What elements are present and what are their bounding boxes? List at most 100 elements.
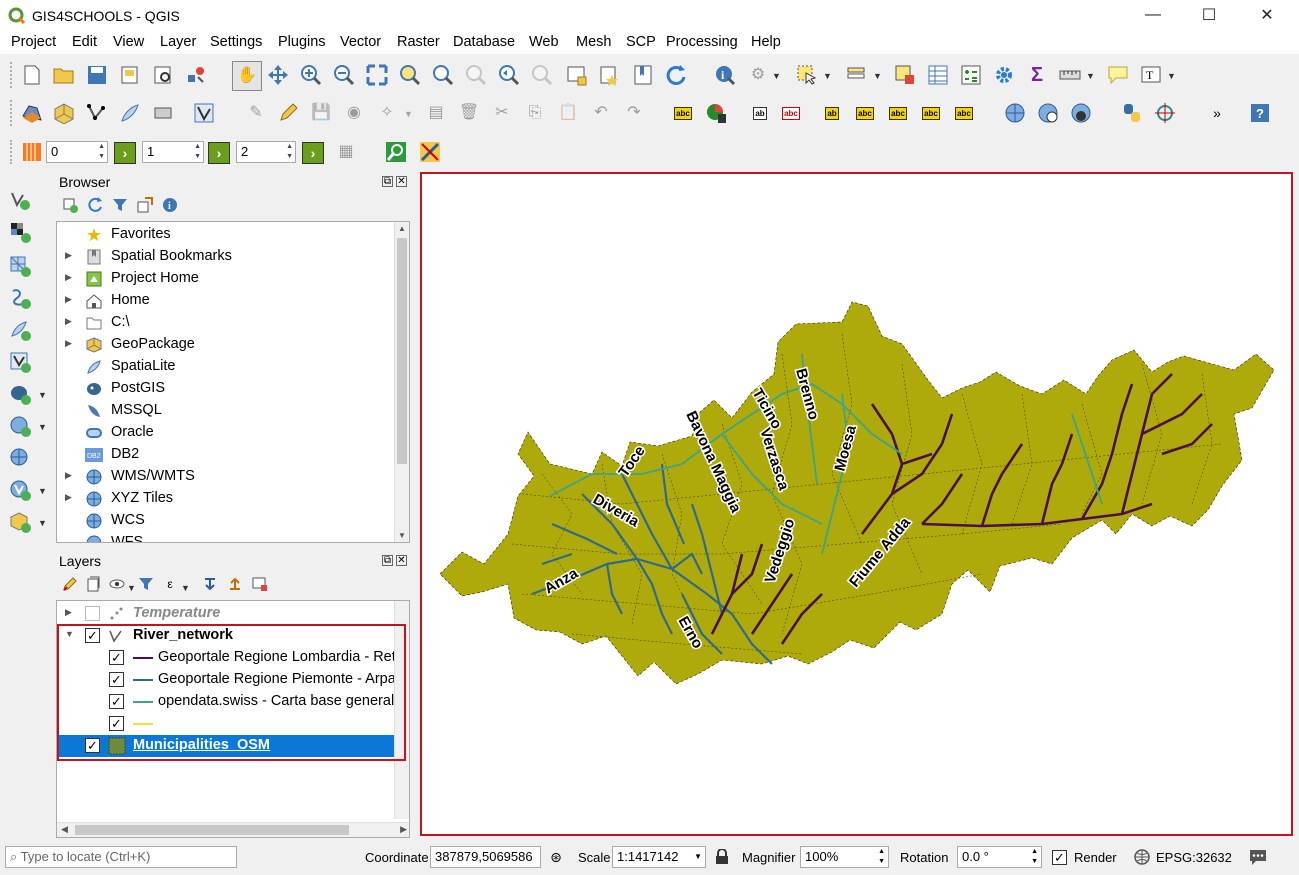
add-vector-layer-icon[interactable]: [8, 188, 32, 212]
chevron-down-icon[interactable]: ▼: [181, 583, 190, 593]
add-wfs-layer-icon[interactable]: [1069, 101, 1093, 125]
scp-apply-blue-button[interactable]: ›: [302, 142, 324, 164]
data-source-manager-icon[interactable]: [20, 101, 44, 125]
new-print-layout-icon[interactable]: [118, 63, 142, 87]
refresh-icon[interactable]: [664, 63, 688, 87]
toolbar-grip[interactable]: [10, 100, 14, 126]
layers-hscrollbar[interactable]: ◀ ▶: [57, 822, 409, 837]
add-group-icon[interactable]: [84, 575, 102, 593]
scp-apply-green-button[interactable]: ›: [208, 142, 230, 164]
rotate-label-icon[interactable]: abc: [922, 106, 940, 120]
zoom-native-resolution-icon[interactable]: [464, 63, 488, 87]
spin-arrows-icon[interactable]: ▲ ▼: [878, 848, 885, 865]
refresh-icon[interactable]: [86, 196, 104, 214]
browser-item-mssql[interactable]: MSSQL: [57, 400, 409, 422]
locate-search-input[interactable]: ⌕ Type to locate (Ctrl+K): [5, 846, 237, 868]
toggle-display-labels-icon[interactable]: abc: [782, 106, 800, 120]
menu-layer[interactable]: Layer: [160, 34, 197, 50]
toggle-editing-icon[interactable]: [276, 101, 300, 125]
cut-features-icon[interactable]: ✂: [495, 104, 509, 121]
spin-arrows-icon[interactable]: ▲ ▼: [1031, 848, 1038, 865]
scale-combobox[interactable]: 1:1417142 ▼: [612, 846, 706, 868]
scp-spin-blue[interactable]: 2 ▲ ▼: [236, 141, 296, 163]
chevron-down-icon[interactable]: ▼: [873, 71, 882, 81]
expand-arrow-icon[interactable]: ▶: [65, 316, 72, 326]
close-panel-icon[interactable]: ✕: [396, 554, 407, 566]
menu-raster[interactable]: Raster: [397, 34, 440, 50]
crs-label[interactable]: EPSG:32632: [1156, 850, 1232, 865]
filter-legend-icon[interactable]: [137, 575, 155, 593]
layer-labeling-icon[interactable]: abc: [674, 106, 692, 120]
legend-row-lombardia[interactable]: ✓ Geoportale Regione Lombardia - Ret: [57, 647, 409, 669]
open-project-icon[interactable]: [52, 63, 76, 87]
layer-row-temperature[interactable]: ▶ Temperature: [57, 603, 409, 625]
chevron-down-icon[interactable]: ▼: [38, 518, 47, 528]
add-wcs-layer-icon[interactable]: [1036, 101, 1060, 125]
chevron-down-icon[interactable]: ▼: [127, 583, 136, 593]
undo-icon[interactable]: ↶: [594, 104, 608, 121]
pin-labels-icon[interactable]: ab: [825, 106, 839, 120]
map-render[interactable]: Toce Bavona Maggia Ticino Brenno Verzasc…: [422, 174, 1291, 834]
menu-plugins[interactable]: Plugins: [278, 34, 326, 50]
spin-arrows-icon[interactable]: ▲ ▼: [194, 143, 201, 160]
expand-arrow-icon[interactable]: ▶: [65, 250, 72, 260]
georeferencer-icon[interactable]: [1153, 101, 1177, 125]
current-edits-icon[interactable]: [192, 101, 216, 125]
new-virtual-layer-icon[interactable]: [151, 101, 175, 125]
layer-visibility-checkbox[interactable]: [85, 606, 100, 621]
identify-features-icon[interactable]: i: [713, 63, 737, 87]
new-geopackage-layer-icon[interactable]: [52, 101, 76, 125]
modify-attributes-icon[interactable]: ▤: [428, 104, 444, 121]
crs-globe-icon[interactable]: [1131, 846, 1153, 868]
chevron-down-icon[interactable]: ▼: [1167, 71, 1176, 81]
zoom-last-icon[interactable]: [497, 63, 521, 87]
statistical-summary-icon[interactable]: Σ: [1030, 64, 1043, 86]
expand-arrow-icon[interactable]: ▶: [65, 338, 72, 348]
spin-arrows-icon[interactable]: ▲ ▼: [286, 143, 293, 160]
browser-item-postgis[interactable]: PostGIS: [57, 378, 409, 400]
chevron-down-icon[interactable]: ▼: [404, 109, 413, 119]
browser-item-db2[interactable]: DB2 DB2: [57, 444, 409, 466]
select-features-icon[interactable]: [795, 63, 819, 87]
add-spatialite-layer-icon[interactable]: [8, 318, 32, 342]
scroll-left-icon[interactable]: ◀: [61, 824, 68, 834]
render-checkbox[interactable]: ✓: [1052, 850, 1067, 865]
browser-item-xyz-tiles[interactable]: ▶ XYZ Tiles: [57, 488, 409, 510]
chevron-down-icon[interactable]: ▼: [38, 422, 47, 432]
lock-scale-icon[interactable]: [712, 846, 732, 868]
coordinate-field[interactable]: 387879,5069586: [430, 846, 541, 868]
chevron-down-icon[interactable]: ▼: [38, 390, 47, 400]
processing-toolbox-icon[interactable]: [992, 63, 1016, 87]
float-panel-icon[interactable]: ⧉: [382, 554, 393, 566]
menu-web[interactable]: Web: [529, 34, 559, 50]
magnifier-spinbox[interactable]: 100% ▲ ▼: [800, 846, 889, 868]
new-spatial-bookmark-icon[interactable]: [598, 63, 622, 87]
scroll-down-icon[interactable]: ▼: [398, 531, 406, 540]
maximize-button[interactable]: ☐: [1201, 7, 1217, 24]
scp-tools-icon[interactable]: [418, 140, 442, 164]
chevron-down-icon[interactable]: ▼: [772, 71, 781, 81]
zoom-to-layer-icon[interactable]: [431, 63, 455, 87]
new-map-view-icon[interactable]: [565, 63, 589, 87]
expand-arrow-icon[interactable]: ▶: [65, 272, 72, 282]
browser-item-geopackage[interactable]: ▶ GeoPackage: [57, 334, 409, 356]
text-annotation-icon[interactable]: T: [1139, 63, 1163, 87]
layer-visibility-checkbox[interactable]: ✓: [85, 738, 100, 753]
select-by-value-icon[interactable]: [845, 63, 869, 87]
collapse-all-icon[interactable]: [136, 196, 154, 214]
layer-diagram-icon[interactable]: [704, 101, 728, 125]
deselect-all-icon[interactable]: [893, 63, 917, 87]
collapse-arrow-icon[interactable]: ▼: [65, 629, 74, 639]
manage-map-themes-icon[interactable]: [108, 575, 126, 593]
browser-item-favorites[interactable]: ★ Favorites: [57, 224, 409, 246]
chevron-down-icon[interactable]: ▼: [38, 486, 47, 496]
browser-item-wcs[interactable]: WCS: [57, 510, 409, 532]
menu-vector[interactable]: Vector: [340, 34, 382, 50]
open-layer-styling-icon[interactable]: [61, 575, 79, 593]
new-shapefile-left-icon[interactable]: [8, 478, 32, 502]
chevron-down-icon[interactable]: ▼: [1086, 71, 1095, 81]
close-button[interactable]: ✕: [1260, 7, 1274, 24]
scroll-up-icon[interactable]: ▲: [398, 224, 406, 233]
paste-features-icon[interactable]: 📋: [558, 104, 578, 121]
layers-vscrollbar[interactable]: [394, 601, 409, 819]
